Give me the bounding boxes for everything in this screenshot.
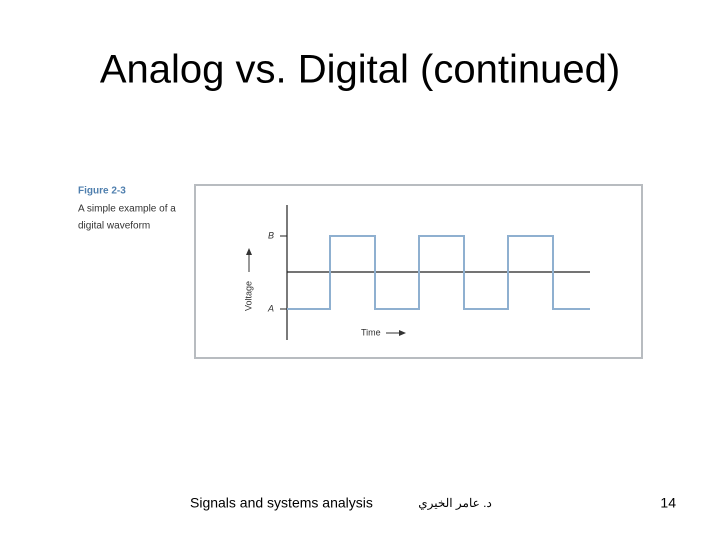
- figure-caption: A simple example of a: [78, 204, 176, 215]
- level-label: A: [267, 303, 274, 313]
- page-number: 14: [660, 495, 676, 511]
- waveform: [287, 235, 590, 310]
- figure-number: Figure 2-3: [78, 186, 126, 197]
- figure-caption: digital waveform: [78, 221, 150, 232]
- level-label: B: [268, 230, 274, 240]
- footer-left: Signals and systems analysis: [190, 495, 373, 511]
- x-axis-label: Time: [361, 327, 381, 337]
- y-axis-label: Voltage: [243, 281, 253, 311]
- x-axis-arrowhead: [399, 330, 406, 336]
- footer-center: د. عامر الخيري: [418, 496, 492, 510]
- y-axis-arrowhead: [246, 248, 252, 255]
- slide-title: Analog vs. Digital (continued): [100, 48, 620, 92]
